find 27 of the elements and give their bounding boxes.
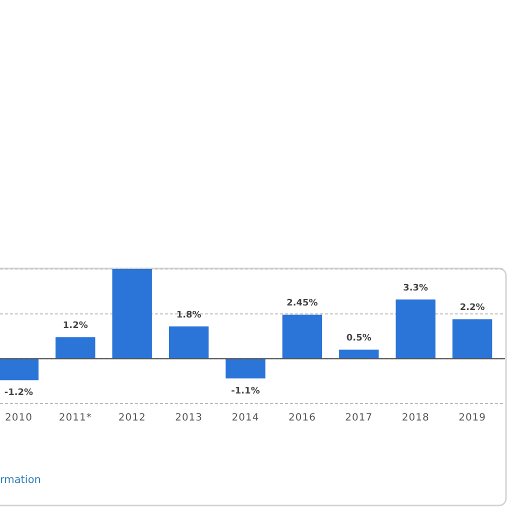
data-label: 1.8% [176, 310, 202, 320]
x-tick-label: 2014 [232, 412, 260, 424]
data-label: 2.2% [460, 303, 485, 314]
x-tick-label: 2018 [402, 412, 430, 424]
bar [339, 350, 379, 359]
data-label: 2.45% [286, 298, 318, 309]
bar [282, 314, 322, 359]
x-tick-label: 2012 [118, 412, 146, 424]
bar [168, 326, 209, 359]
bar [396, 299, 436, 359]
x-tick-label: 2010 [4, 412, 32, 424]
x-tick-label: 2013 [175, 412, 203, 424]
x-tick-label: 2019 [458, 412, 486, 424]
data-label: 1.2% [62, 321, 88, 332]
data-label: 3.3% [403, 283, 428, 294]
bar [0, 358, 39, 380]
bar [112, 269, 152, 359]
text: rmation [0, 474, 41, 486]
data-label: -1.1% [231, 386, 260, 396]
x-tick-label: 2017 [345, 412, 373, 424]
data-label: -1.2% [4, 388, 34, 398]
bar [56, 337, 96, 359]
bar [452, 319, 492, 359]
bar [226, 358, 266, 378]
data-label: 0.5% [346, 334, 372, 344]
x-tick-label: 2016 [288, 412, 316, 424]
x-tick-label: 2011* [58, 412, 92, 424]
